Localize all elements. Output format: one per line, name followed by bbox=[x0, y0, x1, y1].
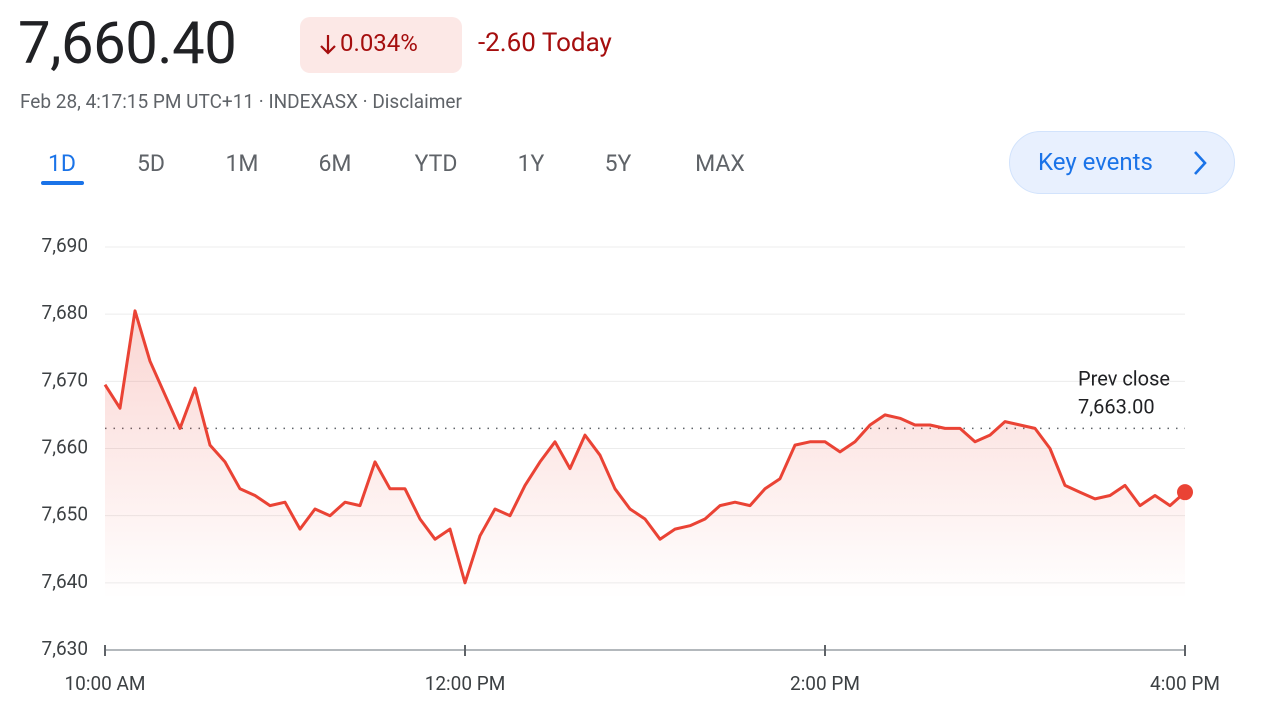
y-tick-label: 7,640 bbox=[42, 570, 88, 593]
chevron-icon bbox=[1194, 151, 1207, 175]
y-tick-label: 7,650 bbox=[42, 503, 88, 526]
range-tab[interactable]: 5Y bbox=[604, 150, 632, 177]
price-line bbox=[103, 309, 1186, 585]
y-tick-label: 7,630 bbox=[42, 637, 88, 660]
y-tick-label: 7,690 bbox=[42, 234, 88, 257]
x-tick-label: 10:00 AM bbox=[64, 672, 145, 695]
area bbox=[105, 310, 1185, 650]
prev-close-label: Prev close bbox=[1078, 366, 1170, 390]
range-tab[interactable]: YTD bbox=[414, 150, 458, 177]
range-tab[interactable]: 1Y bbox=[517, 150, 545, 177]
prev-close-value: 7,663.00 bbox=[1078, 394, 1155, 418]
x-tick-label: 2:00 PM bbox=[790, 672, 860, 695]
y-tick-label: 7,670 bbox=[42, 368, 88, 391]
active-tab-underline bbox=[41, 181, 84, 185]
end-dot bbox=[1177, 484, 1193, 501]
x-tick-label: 12:00 PM bbox=[425, 672, 506, 695]
change-today: -2.60 Today bbox=[478, 28, 612, 58]
range-tab[interactable]: MAX bbox=[695, 150, 745, 177]
down-arrow-icon bbox=[320, 35, 336, 55]
x-tick-label: 4:00 PM bbox=[1150, 672, 1220, 695]
price: 7,660.40 bbox=[18, 10, 237, 78]
range-tab[interactable]: 5D bbox=[136, 150, 166, 177]
range-tab[interactable]: 6M bbox=[318, 150, 352, 177]
range-tab[interactable]: 1M bbox=[225, 150, 259, 177]
meta-line: Feb 28, 4:17:15 PM UTC+11 · INDEXASX · D… bbox=[20, 90, 462, 113]
key-events-label: Key events bbox=[1038, 148, 1153, 176]
range-tab[interactable]: 1D bbox=[47, 150, 77, 177]
y-tick-label: 7,680 bbox=[42, 301, 88, 324]
change-badge: 0.034% bbox=[300, 17, 462, 73]
key-events-button[interactable]: Key events bbox=[1009, 131, 1235, 194]
y-tick-label: 7,660 bbox=[42, 436, 88, 459]
change-percent: 0.034% bbox=[340, 29, 418, 57]
